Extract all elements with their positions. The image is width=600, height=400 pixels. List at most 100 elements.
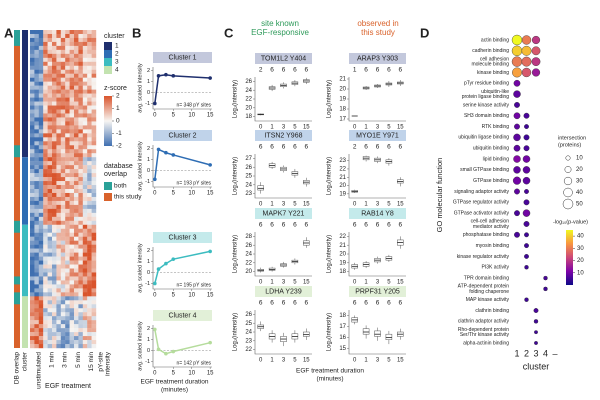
heatmap-cell bbox=[87, 161, 92, 166]
heatmap-cell bbox=[34, 153, 39, 158]
column-header: observed in bbox=[357, 19, 398, 28]
heatmap-cell bbox=[47, 129, 53, 134]
term-label: serine kinase activity bbox=[463, 102, 510, 108]
dot bbox=[513, 144, 521, 152]
heatmap-cell bbox=[69, 69, 75, 74]
heatmap-cell bbox=[82, 73, 88, 78]
heatmap-cell bbox=[74, 220, 79, 225]
heatmap-cell bbox=[38, 288, 44, 293]
heatmap-cell bbox=[34, 93, 39, 98]
heatmap-cell bbox=[65, 320, 70, 325]
heatmap-cell bbox=[74, 332, 79, 337]
heatmap-cell bbox=[69, 141, 75, 146]
heatmap-cell bbox=[69, 292, 75, 297]
heatmap-cell bbox=[65, 252, 70, 257]
heatmap-cell bbox=[30, 117, 35, 122]
y-tick-label: 21 bbox=[339, 175, 346, 181]
heatmap-cell bbox=[78, 304, 83, 309]
heatmap-cell bbox=[47, 169, 53, 174]
heatmap-cell bbox=[34, 268, 39, 273]
heatmap-cell bbox=[82, 57, 88, 62]
heatmap-cell bbox=[78, 153, 83, 158]
heatmap-cell bbox=[34, 248, 39, 253]
y-axis-label: Log₂(intensity) bbox=[327, 157, 333, 195]
term-label: cadherin binding bbox=[472, 48, 509, 54]
heatmap-cell bbox=[38, 220, 44, 225]
heatmap-cell bbox=[78, 149, 83, 154]
count-label: 6 bbox=[293, 300, 297, 307]
heatmap-cell bbox=[87, 264, 92, 269]
heatmap-cell bbox=[38, 133, 44, 138]
heatmap-cell bbox=[82, 304, 88, 309]
heatmap-cell bbox=[52, 45, 57, 51]
heatmap-cell bbox=[91, 65, 97, 70]
heatmap-cell bbox=[34, 300, 39, 305]
heatmap-cell bbox=[60, 145, 66, 150]
axis bbox=[348, 77, 406, 122]
heatmap-cell bbox=[47, 73, 53, 78]
column-label: 3 min bbox=[62, 352, 69, 368]
heatmap-cell bbox=[69, 272, 75, 277]
heatmap-cell bbox=[30, 200, 35, 206]
y-tick-label: 0 bbox=[147, 270, 150, 276]
y-tick-label: 28 bbox=[245, 234, 252, 240]
heatmap-cell bbox=[52, 85, 57, 90]
heatmap-cell bbox=[78, 177, 83, 182]
heatmap-cell bbox=[69, 224, 75, 229]
heatmap-cell bbox=[60, 93, 66, 98]
heatmap-cell bbox=[52, 232, 57, 237]
heatmap-cell bbox=[56, 320, 61, 325]
term-label: PI3K activity bbox=[481, 265, 509, 271]
heatmap-cell bbox=[74, 216, 79, 221]
heatmap-cell bbox=[60, 228, 66, 233]
heatmap-cell bbox=[65, 97, 70, 102]
heatmap-cell bbox=[43, 272, 48, 277]
title-box bbox=[153, 310, 212, 321]
heatmap-cell bbox=[38, 344, 44, 349]
heatmap-cell bbox=[78, 308, 83, 313]
legend-swatch bbox=[104, 58, 112, 66]
heatmap-cell bbox=[87, 280, 92, 285]
dot bbox=[524, 189, 529, 194]
heatmap-cell bbox=[38, 185, 44, 190]
heatmap-cell bbox=[87, 324, 92, 329]
heatmap-cell bbox=[60, 332, 66, 337]
heatmap-cell bbox=[30, 232, 35, 237]
heatmap-cell bbox=[60, 37, 66, 43]
heatmap-cell bbox=[43, 30, 48, 35]
axis bbox=[348, 154, 406, 199]
heatmap-cell bbox=[69, 244, 75, 249]
legend-dot bbox=[562, 198, 574, 210]
heatmap-cell bbox=[43, 173, 48, 178]
heatmap-cell bbox=[65, 117, 70, 122]
heatmap-cell bbox=[78, 200, 83, 206]
count-label: 6 bbox=[398, 67, 402, 74]
heatmap-cell bbox=[78, 280, 83, 285]
heatmap-cell bbox=[69, 145, 75, 150]
heatmap-cell bbox=[52, 121, 57, 126]
heatmap-cell bbox=[47, 336, 53, 341]
y-tick-label: 0 bbox=[147, 348, 150, 354]
point bbox=[208, 340, 212, 345]
heatmap-cell bbox=[60, 125, 66, 130]
heatmap-cell bbox=[74, 109, 79, 114]
dot bbox=[531, 35, 541, 45]
heatmap-cell bbox=[74, 149, 79, 154]
term-label: ubiquitin-like bbox=[481, 89, 509, 95]
heatmap-cell bbox=[34, 292, 39, 297]
heatmap-cell bbox=[69, 216, 75, 221]
heatmap-cell bbox=[69, 320, 75, 325]
heatmap-cell bbox=[65, 57, 70, 62]
heatmap-cell bbox=[60, 73, 66, 78]
heatmap-cell bbox=[43, 340, 48, 345]
heatmap-cell bbox=[91, 45, 97, 51]
heatmap-cell bbox=[78, 113, 83, 118]
heatmap-cell bbox=[74, 185, 79, 190]
heatmap-cell bbox=[30, 73, 35, 78]
heatmap-cell bbox=[34, 260, 39, 265]
heatmap-cell bbox=[65, 129, 70, 134]
heatmap-cell bbox=[47, 77, 53, 82]
heatmap-cell bbox=[52, 268, 57, 273]
heatmap-cell bbox=[52, 137, 57, 142]
heatmap-cell bbox=[60, 109, 66, 114]
